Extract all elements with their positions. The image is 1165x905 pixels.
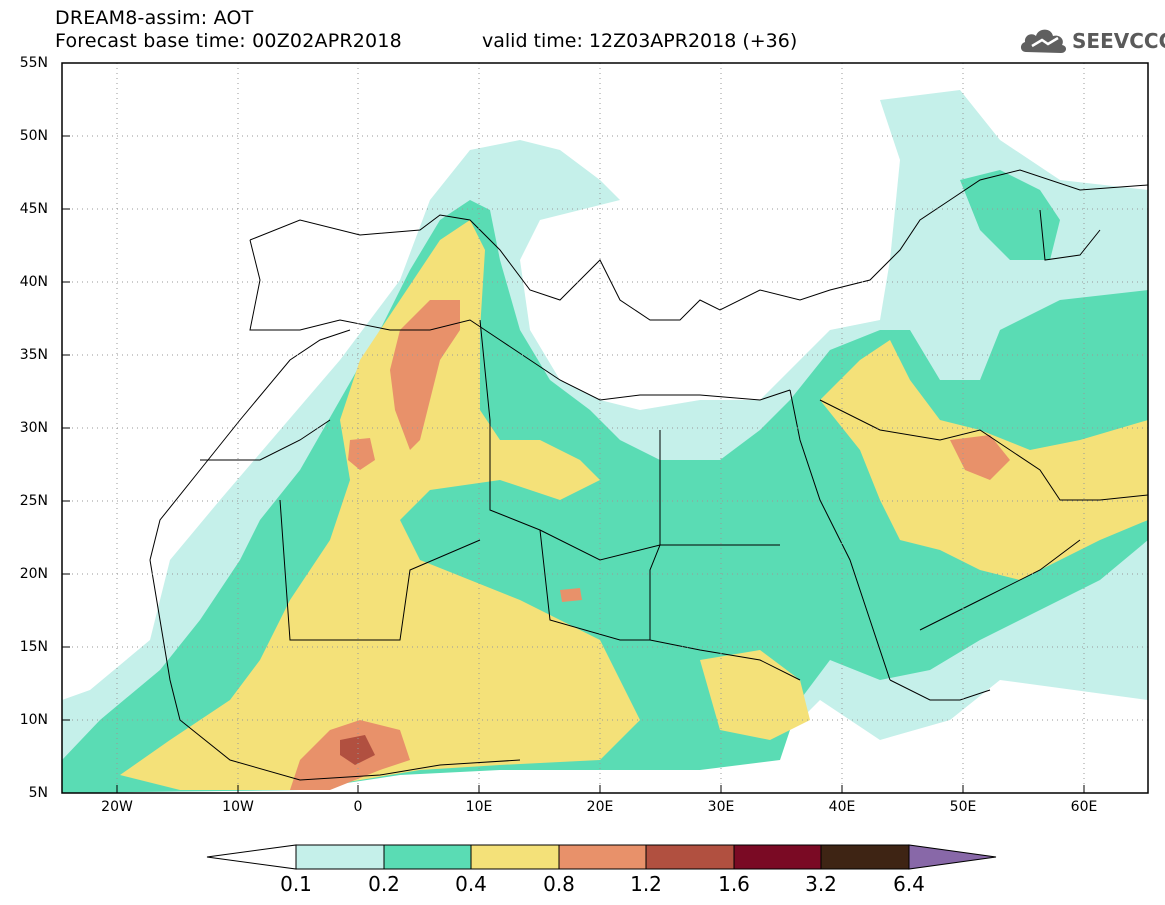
lon-label-60e: 60E [1070,799,1098,815]
lat-label-25n: 25N [19,493,48,509]
aot-contour-veryhigh-small [348,438,375,470]
colorbar-bin-4 [558,844,647,870]
aot-contour-medium-caspian [960,170,1060,260]
aot-contour-extreme [340,735,375,765]
aot-contour-high-horn [700,650,810,740]
aot-contour-veryhigh-chad [560,588,582,602]
lon-label-40e: 40E [828,799,856,815]
lon-label-30e: 30E [707,799,735,815]
lat-label-5n: 5N [28,785,48,801]
colorbar-low-arrow [206,844,297,870]
colorbar-high-arrow [908,844,997,870]
lon-label-10w: 10W [222,799,254,815]
aot-contour-high [120,220,640,790]
lat-label-15n: 15N [19,639,48,655]
lat-label-40n: 40N [19,274,48,290]
colorbar-label-0-8: 0.8 [543,872,575,896]
lat-label-10n: 10N [19,712,48,728]
colorbar-bin-2 [383,844,472,870]
valid-time: valid time: 12Z03APR2018 (+36) [482,30,798,52]
map-title: DREAM8-assim: AOT [55,7,254,29]
lat-label-20n: 20N [19,566,48,582]
lon-label-10e: 10E [465,799,493,815]
aot-contour-veryhigh [390,300,460,450]
colorbar-label-6-4: 6.4 [893,872,925,896]
lat-label-45n: 45N [19,201,48,217]
forecast-base-time: Forecast base time: 00Z02APR2018 [55,30,402,52]
aot-contour-veryhigh-gulf [950,435,1010,480]
colorbar-label-1-6: 1.6 [718,872,750,896]
colorbar-label-1-2: 1.2 [630,872,662,896]
lon-label-20w: 20W [101,799,133,815]
colorbar-bin-5 [645,844,735,870]
colorbar-bin-6 [733,844,822,870]
colorbar-label-0-1: 0.1 [280,872,312,896]
lon-label-0: 0 [353,799,363,815]
lat-label-50n: 50N [19,128,48,144]
colorbar [206,844,997,870]
lat-label-35n: 35N [19,347,48,363]
coastlines [149,169,1148,781]
colorbar-bin-3 [470,844,560,870]
logo-text: SEEVCCC [1072,29,1165,53]
colorbar-label-0-4: 0.4 [455,872,487,896]
lon-label-20e: 20E [586,799,614,815]
aot-field [62,90,1148,793]
colorbar-bin-7 [820,844,910,870]
gridlines [62,63,1148,793]
colorbar-label-0-2: 0.2 [368,872,400,896]
colorbar-label-3-2: 3.2 [805,872,837,896]
lat-label-55n: 55N [19,55,48,71]
seevccc-logo: SEEVCCC [1018,24,1165,58]
lat-label-30n: 30N [19,420,48,436]
lon-label-50e: 50E [949,799,977,815]
colorbar-bin-1 [295,844,385,870]
axis-ticks [62,62,1085,793]
cloud-icon [1020,29,1067,53]
